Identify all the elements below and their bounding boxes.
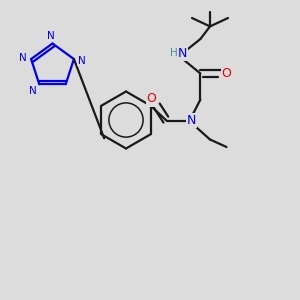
Text: N: N: [19, 52, 27, 62]
Text: O: O: [222, 67, 231, 80]
Text: O: O: [147, 92, 156, 106]
Text: N: N: [178, 47, 187, 60]
Text: N: N: [47, 31, 55, 41]
Text: N: N: [77, 56, 85, 65]
Text: H: H: [170, 48, 178, 59]
Text: N: N: [187, 114, 196, 127]
Text: N: N: [29, 86, 37, 96]
